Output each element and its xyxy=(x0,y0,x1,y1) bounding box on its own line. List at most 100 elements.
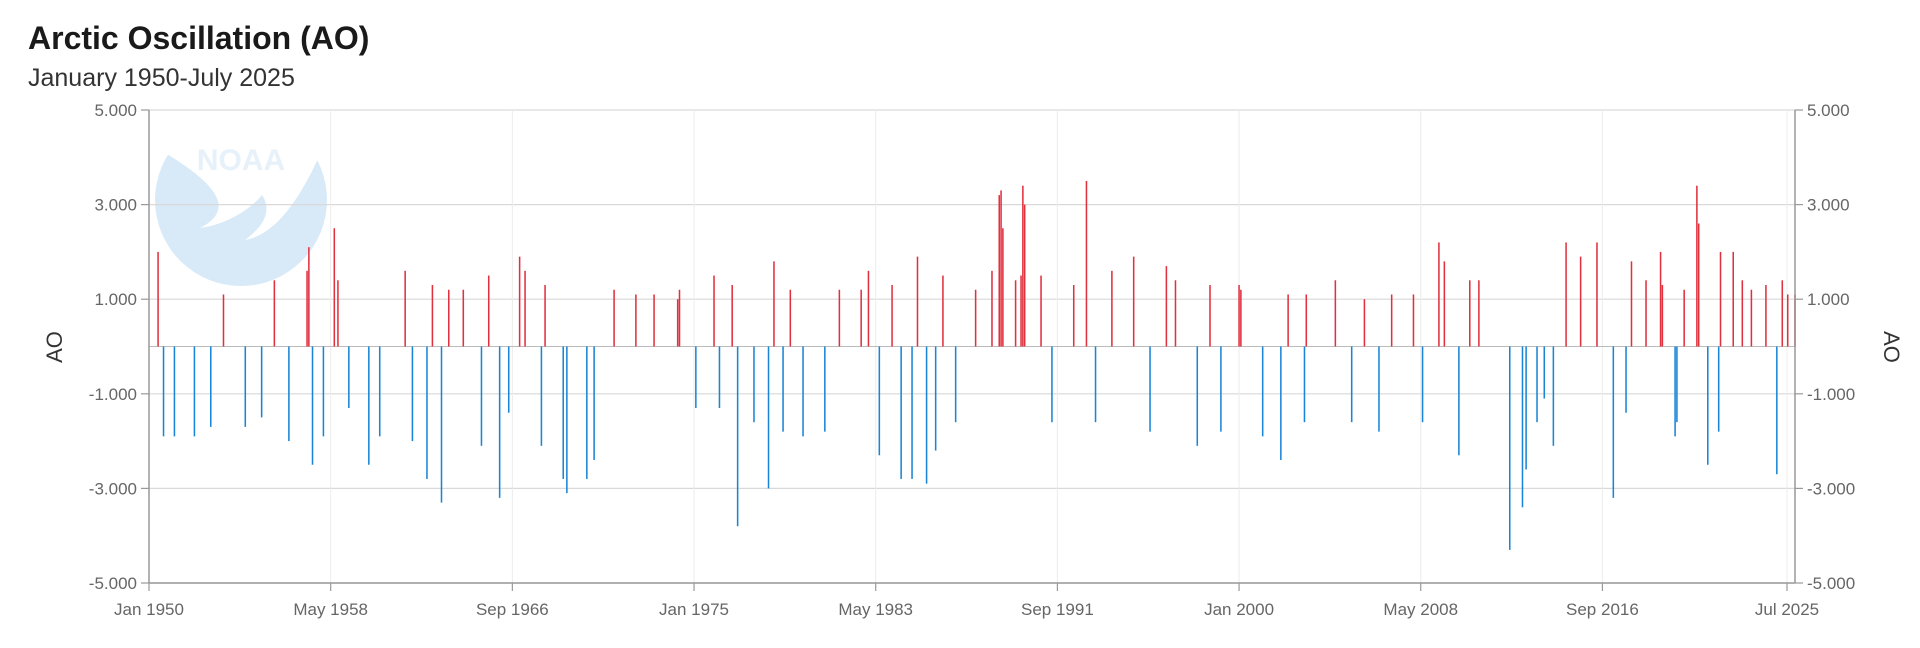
ao-bar xyxy=(1149,346,1151,432)
ao-bar xyxy=(1261,346,1264,437)
grid xyxy=(148,109,1795,584)
y-tick-label-right: -5.000 xyxy=(1807,574,1855,593)
ao-bar xyxy=(426,346,428,479)
ao-bar xyxy=(1683,289,1685,347)
ao-bar xyxy=(273,280,276,347)
ao-bar xyxy=(193,346,196,437)
ao-bar xyxy=(1390,294,1393,347)
ao-bar xyxy=(524,270,526,347)
y-tick-label-right: 3.000 xyxy=(1807,196,1850,215)
ao-bar xyxy=(562,346,564,479)
ao-bar xyxy=(1438,242,1440,347)
ao-bar xyxy=(1238,285,1240,347)
ao-bar xyxy=(1469,280,1471,347)
noaa-logo-icon: NOAA xyxy=(155,105,327,286)
ao-bar xyxy=(308,247,310,347)
noaa-logo-text: NOAA xyxy=(197,144,285,177)
ao-bar xyxy=(1094,346,1097,423)
ao-bar xyxy=(368,346,370,465)
y-axis-title-right: AO xyxy=(1879,331,1904,363)
x-tick-label: Jan 2000 xyxy=(1204,600,1274,619)
ao-bar xyxy=(1240,289,1242,347)
ao-bar xyxy=(1579,256,1582,347)
ao-bar xyxy=(1023,204,1026,347)
ao-bar xyxy=(911,346,913,479)
ao-bar xyxy=(1659,251,1662,347)
ao-bar xyxy=(1132,256,1135,347)
ao-bar xyxy=(1280,346,1282,461)
ao-bar xyxy=(586,346,588,479)
y-tick-label-left: 3.000 xyxy=(94,196,137,215)
ao-bar xyxy=(635,294,637,347)
ao-bar xyxy=(695,346,697,408)
ao-bar xyxy=(1521,346,1524,508)
ao-bar xyxy=(1363,299,1366,347)
axes: 5.000 5.000 3.000 3.000 1.000 1.000 -1.000 -1.0… xyxy=(89,101,1855,619)
x-tick-label: Jan 1975 xyxy=(659,600,729,619)
ao-bar xyxy=(1697,223,1700,347)
ao-bar xyxy=(718,346,721,408)
ao-bar xyxy=(1051,346,1053,423)
ao-bar xyxy=(1111,270,1113,347)
ao-bar xyxy=(1508,346,1511,550)
ao-bar xyxy=(942,275,944,347)
ao-bar xyxy=(1040,275,1042,347)
ao-bar xyxy=(462,289,465,347)
ao-bar xyxy=(1458,346,1460,456)
ao-bar xyxy=(507,346,510,413)
ao-bar xyxy=(1732,251,1734,347)
ao-bar xyxy=(1630,261,1633,347)
ao-bar xyxy=(867,270,870,347)
ao-bar xyxy=(1000,190,1002,347)
ao-bar xyxy=(480,346,483,446)
ao-bar xyxy=(731,285,733,347)
y-tick-label-right: -1.000 xyxy=(1807,385,1855,404)
ao-bar xyxy=(1020,275,1022,347)
y-tick-label-left: -3.000 xyxy=(89,479,137,498)
ao-bar xyxy=(1412,294,1415,347)
ao-bar xyxy=(1350,346,1353,423)
ao-bar xyxy=(593,346,595,461)
ao-bar xyxy=(518,256,521,347)
ao-bar xyxy=(333,228,336,347)
ao-bar xyxy=(1750,289,1753,347)
ao-bar xyxy=(713,275,715,347)
ao-bar xyxy=(244,346,247,427)
ao-bar xyxy=(838,289,841,347)
ao-bar xyxy=(1612,346,1615,498)
y-tick-label-left: -5.000 xyxy=(89,574,137,593)
ao-bar xyxy=(1596,242,1598,347)
ao-bar xyxy=(1717,346,1720,432)
ao-bar xyxy=(1305,294,1308,347)
ao-bar xyxy=(753,346,755,423)
y-tick-label-left: 5.000 xyxy=(94,101,137,120)
ao-bar xyxy=(1220,346,1222,432)
ao-bar xyxy=(1674,346,1676,437)
ao-bar xyxy=(1174,280,1177,347)
ao-bar xyxy=(1165,266,1168,347)
chart-title: Arctic Oscillation (AO) xyxy=(28,20,370,56)
ao-bar xyxy=(789,289,792,347)
ao-bar xyxy=(448,289,450,347)
ao-bar xyxy=(1196,346,1199,446)
ao-bar xyxy=(736,346,739,527)
ao-bar xyxy=(322,346,325,437)
ao-bar xyxy=(782,346,784,432)
ao-bar xyxy=(1287,294,1289,347)
ao-bar xyxy=(1625,346,1627,413)
ao-bar xyxy=(348,346,350,408)
ao-bar xyxy=(1525,346,1527,470)
ao-bar xyxy=(173,346,176,437)
y-tick-label-right: -3.000 xyxy=(1807,479,1855,498)
ao-bar xyxy=(773,261,775,347)
ao-bar xyxy=(824,346,826,432)
ao-bar xyxy=(925,346,928,484)
x-tick-label: May 1983 xyxy=(838,600,913,619)
chart-subtitle: January 1950-July 2025 xyxy=(28,64,295,92)
ao-bar xyxy=(1786,294,1789,347)
ao-bar xyxy=(1696,185,1698,347)
ao-bar xyxy=(544,285,546,347)
ao-bar xyxy=(860,289,862,347)
x-tick-label: May 1958 xyxy=(293,600,368,619)
y-tick-label-left: -1.000 xyxy=(89,385,137,404)
